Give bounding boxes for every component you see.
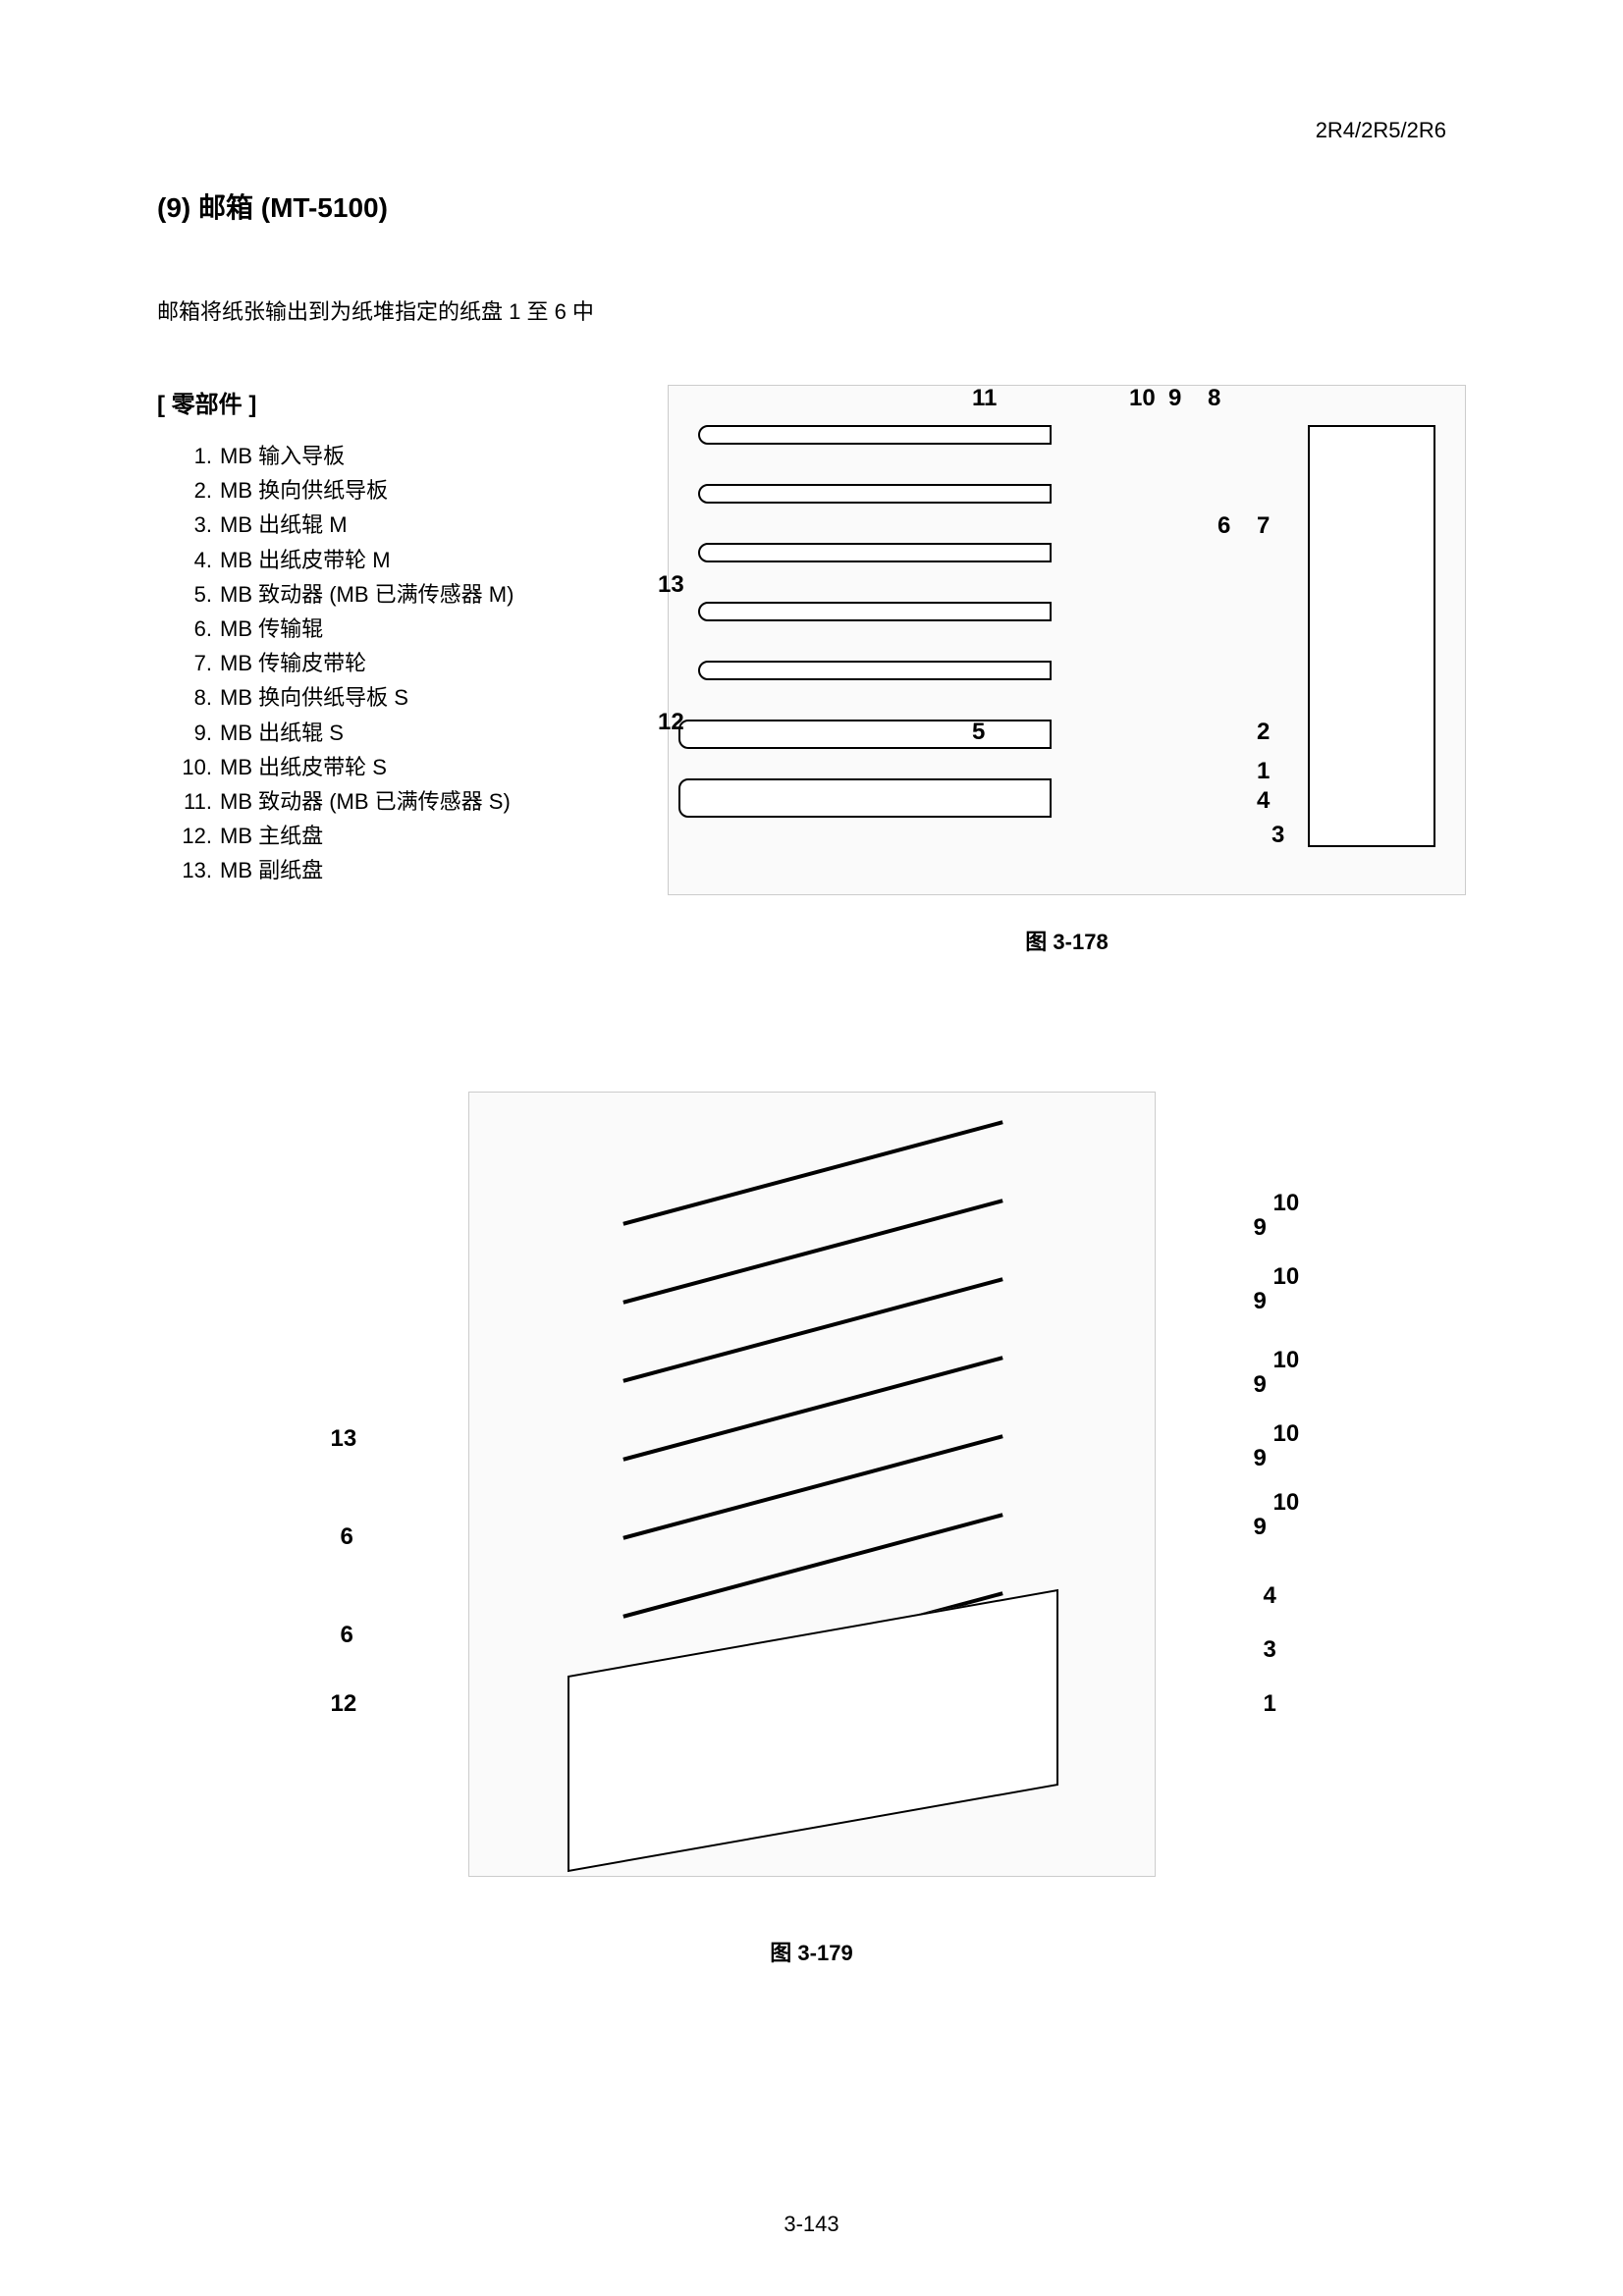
callout-3: 3 — [1264, 1636, 1276, 1664]
part-num: 3. — [175, 507, 212, 542]
callout-13: 13 — [331, 1425, 357, 1453]
part-num: 6. — [175, 612, 212, 646]
part-num: 8. — [175, 680, 212, 715]
callout-4: 4 — [1264, 1582, 1276, 1610]
figure-1-caption: 图 3-178 — [668, 925, 1466, 956]
part-label: MB 主纸盘 — [220, 819, 323, 853]
part-num: 7. — [175, 646, 212, 680]
part-num: 2. — [175, 473, 212, 507]
tray-shape — [678, 778, 1052, 818]
callout-10: 10 — [1273, 1190, 1300, 1217]
part-num: 13. — [175, 853, 212, 887]
callout-8: 8 — [1208, 385, 1220, 412]
page-number: 3-143 — [784, 2212, 839, 2237]
callout-9: 9 — [1254, 1288, 1267, 1315]
callout-1: 1 — [1257, 758, 1270, 785]
part-label: MB 换向供纸导板 S — [220, 680, 408, 715]
callout-9: 9 — [1254, 1371, 1267, 1399]
callout-6: 6 — [1217, 512, 1230, 540]
figure-1: 11 10 9 8 13 12 6 7 5 2 1 4 3 图 3-178 — [668, 385, 1466, 993]
section-title: (9) 邮箱 (MT-5100) — [157, 187, 1466, 226]
part-label: MB 副纸盘 — [220, 853, 323, 887]
figure-2-wrapper: 13 6 6 12 10 9 10 9 10 9 10 9 10 9 4 3 1… — [157, 1092, 1466, 1967]
callout-7: 7 — [1257, 512, 1270, 540]
intro-text: 邮箱将纸张输出到为纸堆指定的纸盘 1 至 6 中 — [157, 294, 1466, 326]
parts-list: 1.MB 输入导板 2.MB 换向供纸导板 3.MB 出纸辊 M 4.MB 出纸… — [157, 439, 628, 887]
part-label: MB 出纸皮带轮 S — [220, 750, 387, 784]
figure-2-caption: 图 3-179 — [157, 1936, 1466, 1967]
part-label: MB 换向供纸导板 — [220, 473, 388, 507]
content-row: [ 零部件 ] 1.MB 输入导板 2.MB 换向供纸导板 3.MB 出纸辊 M… — [157, 385, 1466, 993]
part-label: MB 出纸辊 S — [220, 716, 344, 750]
callout-10: 10 — [1273, 1489, 1300, 1517]
part-label: MB 出纸皮带轮 M — [220, 543, 391, 577]
list-item: 1.MB 输入导板 — [175, 439, 628, 473]
roller-shape — [622, 1120, 1002, 1225]
list-item: 4.MB 出纸皮带轮 M — [175, 543, 628, 577]
part-num: 9. — [175, 716, 212, 750]
callout-11: 11 — [972, 385, 997, 412]
tray-shape — [698, 661, 1052, 680]
callout-10: 10 — [1273, 1347, 1300, 1374]
callout-12: 12 — [658, 709, 684, 736]
callout-4: 4 — [1257, 787, 1270, 815]
part-num: 10. — [175, 750, 212, 784]
callout-3: 3 — [1271, 822, 1284, 849]
part-label: MB 出纸辊 M — [220, 507, 348, 542]
roller-shape — [622, 1434, 1002, 1539]
part-label: MB 致动器 (MB 已满传感器 S) — [220, 784, 511, 819]
callout-9: 9 — [1254, 1514, 1267, 1541]
roller-shape — [622, 1199, 1002, 1304]
diagram-2 — [468, 1092, 1156, 1877]
callout-6: 6 — [341, 1523, 353, 1551]
callout-10: 10 — [1273, 1420, 1300, 1448]
part-num: 4. — [175, 543, 212, 577]
part-label: MB 传输辊 — [220, 612, 323, 646]
callout-10: 10 — [1129, 385, 1156, 412]
list-item: 13.MB 副纸盘 — [175, 853, 628, 887]
tray-shape — [678, 720, 1052, 749]
part-num: 1. — [175, 439, 212, 473]
list-item: 6.MB 传输辊 — [175, 612, 628, 646]
list-item: 7.MB 传输皮带轮 — [175, 646, 628, 680]
callout-2: 2 — [1257, 719, 1270, 746]
diagram-1 — [668, 385, 1466, 895]
roller-shape — [622, 1277, 1002, 1382]
list-item: 11.MB 致动器 (MB 已满传感器 S) — [175, 784, 628, 819]
callout-9: 9 — [1254, 1214, 1267, 1242]
part-num: 5. — [175, 577, 212, 612]
base-plate — [568, 1589, 1058, 1872]
roller-shape — [622, 1513, 1002, 1618]
list-item: 2.MB 换向供纸导板 — [175, 473, 628, 507]
part-num: 12. — [175, 819, 212, 853]
callout-9: 9 — [1168, 385, 1181, 412]
part-label: MB 致动器 (MB 已满传感器 M) — [220, 577, 514, 612]
callout-5: 5 — [972, 719, 985, 746]
tray-shape — [698, 425, 1052, 445]
callout-1: 1 — [1264, 1690, 1276, 1718]
list-item: 5.MB 致动器 (MB 已满传感器 M) — [175, 577, 628, 612]
list-item: 10.MB 出纸皮带轮 S — [175, 750, 628, 784]
parts-section: [ 零部件 ] 1.MB 输入导板 2.MB 换向供纸导板 3.MB 出纸辊 M… — [157, 385, 628, 887]
part-label: MB 传输皮带轮 — [220, 646, 366, 680]
list-item: 3.MB 出纸辊 M — [175, 507, 628, 542]
roller-shape — [622, 1356, 1002, 1461]
tray-shape — [698, 484, 1052, 504]
mechanism-block — [1308, 425, 1435, 847]
callout-13: 13 — [658, 571, 684, 599]
callout-9: 9 — [1254, 1445, 1267, 1472]
callout-6: 6 — [341, 1622, 353, 1649]
callout-12: 12 — [331, 1690, 357, 1718]
list-item: 9.MB 出纸辊 S — [175, 716, 628, 750]
tray-shape — [698, 543, 1052, 562]
part-label: MB 输入导板 — [220, 439, 345, 473]
list-item: 8.MB 换向供纸导板 S — [175, 680, 628, 715]
figure-2: 13 6 6 12 10 9 10 9 10 9 10 9 10 9 4 3 1 — [272, 1092, 1352, 1877]
header-model-code: 2R4/2R5/2R6 — [1316, 118, 1446, 143]
tray-shape — [698, 602, 1052, 621]
parts-heading: [ 零部件 ] — [157, 385, 628, 419]
list-item: 12.MB 主纸盘 — [175, 819, 628, 853]
part-num: 11. — [175, 784, 212, 819]
callout-10: 10 — [1273, 1263, 1300, 1291]
